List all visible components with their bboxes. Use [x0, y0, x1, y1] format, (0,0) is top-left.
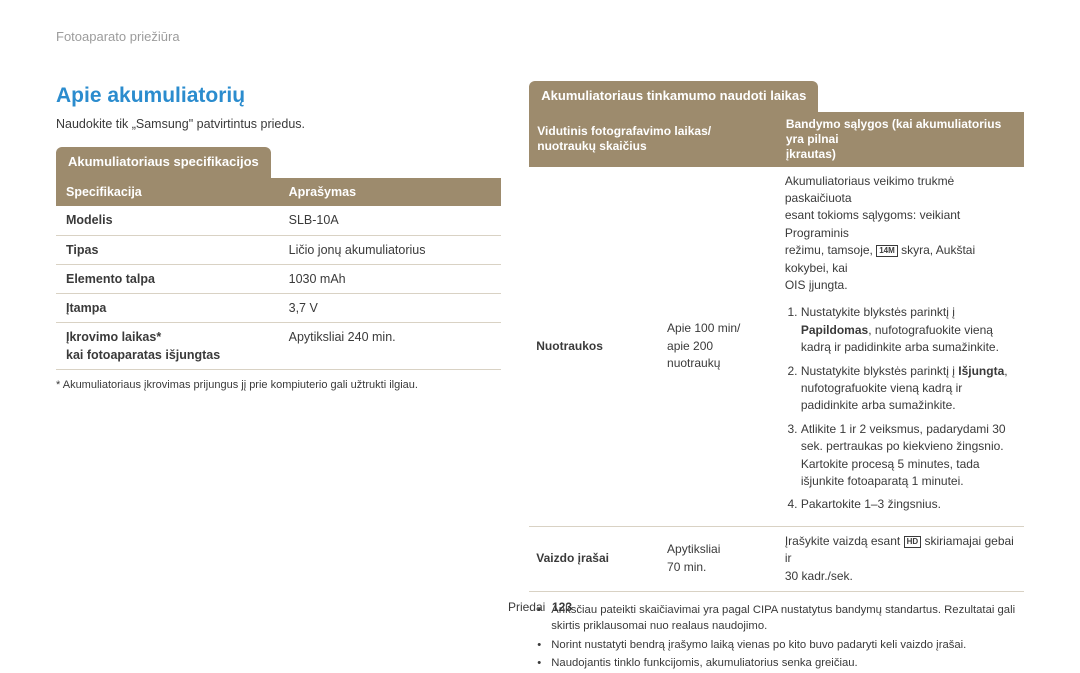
spec-val: SLB-10A: [279, 206, 502, 235]
table-row: Įtampa 3,7 V: [56, 293, 501, 322]
table-row: Įkrovimo laikas* kai fotoaparatas išjung…: [56, 322, 501, 369]
cond-th-1b: nuotraukų skaičius: [537, 139, 646, 153]
t: Išjungta: [958, 364, 1004, 378]
spec-footnote: * Akumuliatoriaus įkrovimas prijungus jį…: [56, 378, 501, 394]
footer-section: Priedai: [508, 600, 545, 614]
spec-val: Ličio jonų akumuliatorius: [279, 235, 502, 264]
cond-row-label: Vaizdo įrašai: [529, 526, 660, 591]
usage-box-label: Akumuliatoriaus tinkamumo naudoti laikas: [529, 81, 818, 112]
intro-text: Naudokite tik „Samsung" patvirtintus pri…: [56, 115, 501, 133]
t: Įrašykite vaizdą esant: [785, 534, 904, 548]
cond-row-value: Apytiksliai 70 min.: [660, 526, 778, 591]
note-item: Naudojantis tinklo funkcijomis, akumulia…: [541, 655, 1024, 671]
conditions-table: Vidutinis fotografavimo laikas/ nuotrauk…: [529, 112, 1024, 592]
table-row: Elemento talpa 1030 mAh: [56, 264, 501, 293]
spec-key: Modelis: [56, 206, 279, 235]
table-row: Modelis SLB-10A: [56, 206, 501, 235]
spec-val: 3,7 V: [279, 293, 502, 322]
t: OIS įjungta.: [785, 278, 848, 292]
t: Papildomas: [801, 323, 868, 337]
v2: apie 200: [667, 339, 713, 353]
spec-key: Įtampa: [56, 293, 279, 322]
t: Akumuliatoriaus veikimo trukmė paskaičiu…: [785, 174, 954, 205]
right-column: Akumuliatoriaus tinkamumo naudoti laikas…: [529, 81, 1024, 673]
cond-intro: Akumuliatoriaus veikimo trukmė paskaičiu…: [785, 173, 1017, 295]
spec-key: Elemento talpa: [56, 264, 279, 293]
cond-th-1a: Vidutinis fotografavimo laikas/: [537, 124, 711, 138]
page-title: Apie akumuliatorių: [56, 81, 501, 111]
table-row: Nuotraukos Apie 100 min/ apie 200 nuotra…: [529, 167, 1024, 527]
note-item: Norint nustatyti bendrą įrašymo laiką vi…: [541, 637, 1024, 653]
cond-th-2a: Bandymo sąlygos (kai akumuliatorius yra …: [786, 117, 1001, 146]
cond-th-2b: įkrautas): [786, 147, 836, 161]
v3: nuotraukų: [667, 356, 720, 370]
steps-list: Nustatykite blykstės parinktį į Papildom…: [785, 304, 1017, 513]
t: režimu, tamsoje,: [785, 243, 876, 257]
content-columns: Apie akumuliatorių Naudokite tik „Samsun…: [56, 81, 1024, 673]
resolution-icon: 14M: [876, 245, 898, 257]
spec-key: Tipas: [56, 235, 279, 264]
v1: Apie 100 min/: [667, 321, 740, 335]
spec-th-1: Specifikacija: [56, 178, 279, 206]
hd-icon: HD: [904, 536, 922, 548]
step-4: Pakartokite 1–3 žingsnius.: [801, 496, 1017, 513]
left-column: Apie akumuliatorių Naudokite tik „Samsun…: [56, 81, 501, 673]
cond-th-1: Vidutinis fotografavimo laikas/ nuotrauk…: [529, 112, 778, 167]
t: Apytiksliai: [667, 542, 720, 556]
t: esant tokioms sąlygoms: veikiant Program…: [785, 208, 960, 239]
spec-key: Įkrovimo laikas* kai fotoaparatas išjung…: [56, 322, 279, 369]
cond-row-value: Apie 100 min/ apie 200 nuotraukų: [660, 167, 778, 527]
t: Nustatykite blykstės parinktį į: [801, 305, 955, 319]
spec-table: Specifikacija Aprašymas Modelis SLB-10A …: [56, 178, 501, 370]
spec-th-2: Aprašymas: [279, 178, 502, 206]
spec-val: Apytiksliai 240 min.: [279, 322, 502, 369]
step-2: Nustatykite blykstės parinktį į Išjungta…: [801, 363, 1017, 415]
cond-th-2: Bandymo sąlygos (kai akumuliatorius yra …: [778, 112, 1024, 167]
cond-row-conditions: Akumuliatoriaus veikimo trukmė paskaičiu…: [778, 167, 1024, 527]
t: 30 kadr./sek.: [785, 569, 853, 583]
cond-row-conditions: Įrašykite vaizdą esant HD skiriamajai ge…: [778, 526, 1024, 591]
spec-key-line1: Įkrovimo laikas*: [66, 328, 269, 346]
cond-row-label: Nuotraukos: [529, 167, 660, 527]
spec-box-label: Akumuliatoriaus specifikacijos: [56, 147, 271, 178]
step-1: Nustatykite blykstės parinktį į Papildom…: [801, 304, 1017, 356]
t: Nustatykite blykstės parinktį į: [801, 364, 958, 378]
step-3: Atlikite 1 ir 2 veiksmus, padarydami 30 …: [801, 421, 1017, 491]
breadcrumb: Fotoaparato priežiūra: [56, 28, 1024, 47]
t: 70 min.: [667, 560, 706, 574]
page-footer: Priedai 123: [0, 599, 1080, 616]
spec-val: 1030 mAh: [279, 264, 502, 293]
footer-page-number: 123: [552, 600, 572, 614]
table-row: Tipas Ličio jonų akumuliatorius: [56, 235, 501, 264]
table-row: Vaizdo įrašai Apytiksliai 70 min. Įrašyk…: [529, 526, 1024, 591]
spec-key-line2: kai fotoaparatas išjungtas: [66, 346, 269, 364]
